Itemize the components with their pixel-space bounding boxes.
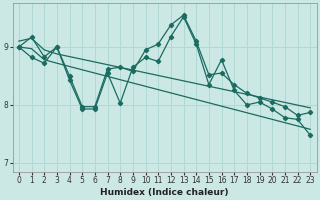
X-axis label: Humidex (Indice chaleur): Humidex (Indice chaleur) [100, 188, 229, 197]
